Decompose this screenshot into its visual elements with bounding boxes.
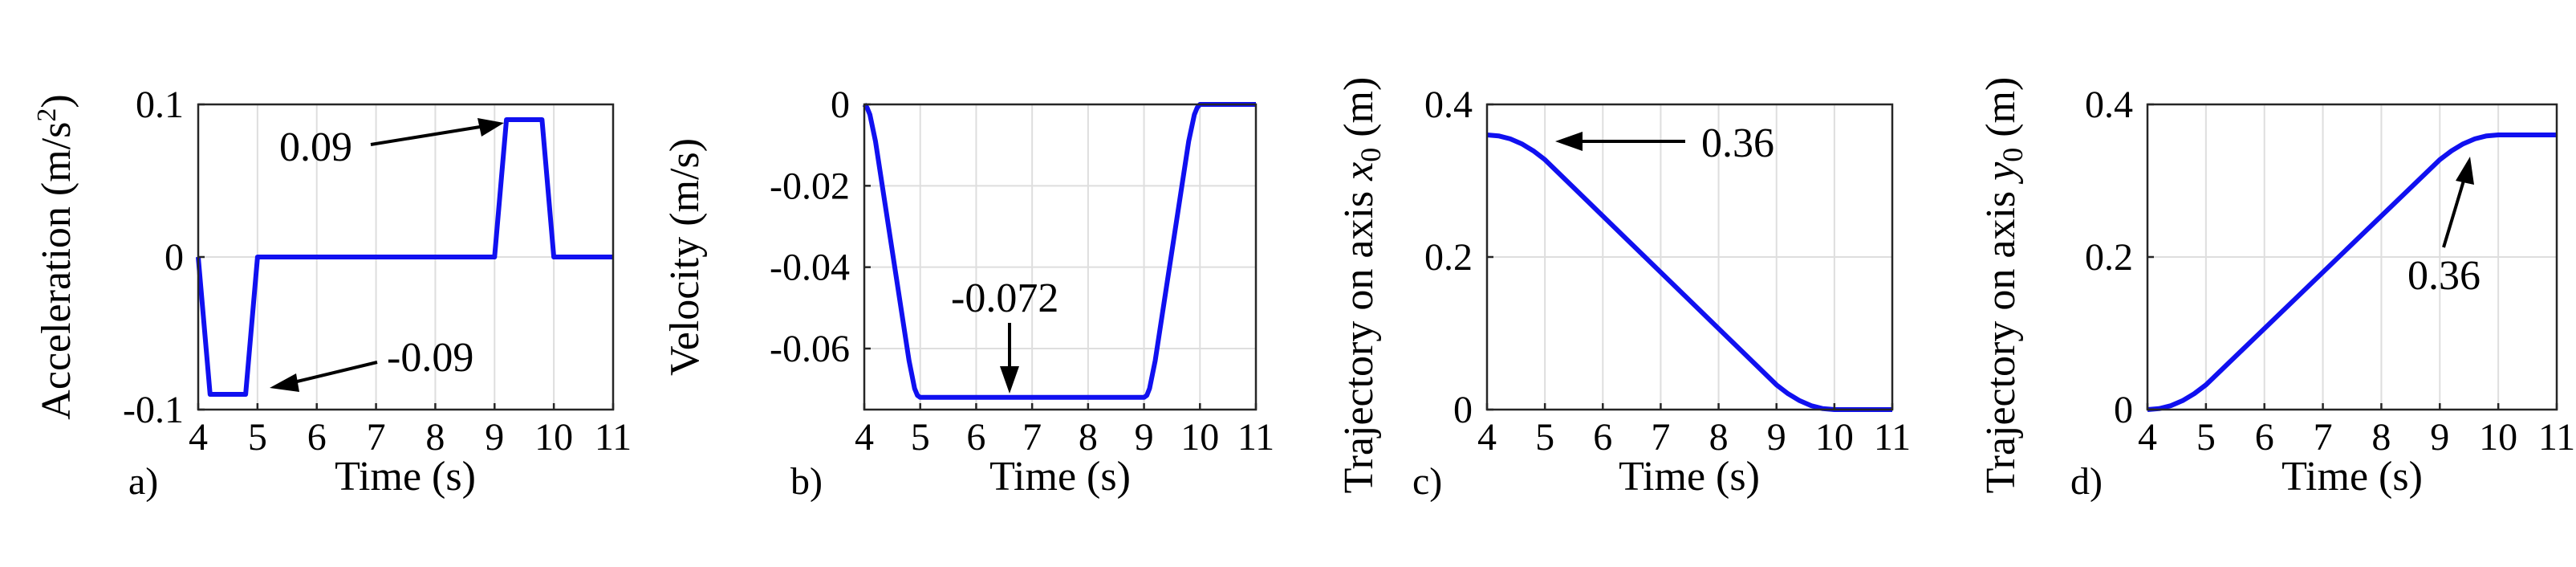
panel-a-xlabel: Time (s) [335,454,476,500]
panel-a-xticks: 4 5 6 7 8 9 10 11 [189,403,632,459]
panel-b-xtick-label: 6 [966,416,985,459]
panel-c-xtick-label: 4 [1477,416,1497,459]
panel-b-yticks: -0.06 -0.04 -0.02 0 [770,84,871,370]
panel-b-ytick-label: -0.02 [770,165,850,207]
panel-c-xtick-label: 10 [1815,416,1854,459]
panel-d-ytick-label: 0.4 [2085,84,2133,126]
panel-d-grid [2147,104,2558,410]
panel-c-annotation-arrowhead [1555,132,1583,151]
panel-d-xtick-label: 5 [2196,416,2216,459]
panel-b-xtick-label: 8 [1079,416,1098,459]
panel-c-xtick-label: 5 [1535,416,1554,459]
panel-a-annotation-min-arrow [293,361,378,384]
panel-c-grid [1486,104,1893,410]
panel-d-ylabel: Trajectory on axis y0 (m) [1978,77,2029,494]
panel-d-xtick-label: 10 [2479,416,2517,459]
panel-a-xtick-label: 10 [534,416,573,459]
panel-c-yticks: 0 0.2 0.4 [1424,84,1493,431]
panel-c-ytick-label: 0.4 [1424,84,1473,126]
panel-a-annotation-max-arrowhead [477,118,504,137]
panel-a-xtick-label: 5 [248,416,267,459]
panel-a-ytick-label: 0 [165,236,184,279]
panel-d-annotation: 0.36 [2407,253,2481,299]
panel-a-xtick-label: 8 [425,416,445,459]
panel-b-xtick-label: 9 [1135,416,1154,459]
panel-d-xticks: 4 5 6 7 8 9 10 11 [2138,403,2575,459]
panel-a-xtick-label: 11 [595,416,632,459]
panel-c-label: c) [1412,460,1442,503]
panel-d-trajectory-y-line [2147,133,2557,412]
panel-c-xlabel: Time (s) [1619,454,1760,500]
panel-d-yticks: 0 0.2 0.4 [2085,84,2154,431]
panel-b-xtick-label: 10 [1180,416,1219,459]
panel-a-acceleration-line [196,117,613,397]
panel-d-ytick-label: 0 [2114,389,2133,431]
panel-b-ytick-label: -0.06 [770,328,850,370]
panel-b-annotation-arrowhead [1000,366,1019,394]
panel-a-xtick-label: 7 [367,416,386,459]
panel-c-xtick-label: 6 [1593,416,1612,459]
panel-c-xtick-label: 9 [1767,416,1786,459]
panel-a-ylabel: Acceleration (m/s2) [32,94,79,419]
panel-c: 4 5 6 7 8 9 10 11 0 0.2 0.4 Time (s) Trajectory o… [1336,77,1911,503]
panel-b: 4 5 6 7 8 9 10 11 -0.06 -0.04 -0.02 0 Time (s) Vel… [662,84,1274,503]
panel-a-annotation-min-arrowhead [270,373,299,392]
panel-a-yticks: -0.1 0 0.1 [123,84,205,431]
panel-a-xtick-label: 9 [485,416,504,459]
panel-d-annotation-arrow [2442,180,2465,248]
panel-b-ytick-label: -0.04 [770,247,850,289]
panel-d-label: d) [2070,460,2103,503]
panel-b-xlabel: Time (s) [989,454,1131,500]
panel-c-xtick-label: 11 [1874,416,1911,459]
panel-b-velocity-line [862,102,1256,400]
panel-a-annotation-max-arrow [370,125,481,146]
panel-d-annotation-arrowhead [2456,157,2474,185]
panel-a-label: a) [128,460,158,503]
panel-c-ylabel: Trajectory on axis x0 (m) [1336,77,1387,494]
panel-d-xtick-label: 9 [2430,416,2449,459]
panel-d-xtick-label: 6 [2255,416,2274,459]
panel-c-annotation: 0.36 [1701,120,1774,166]
panel-a-annotation-max: 0.09 [279,124,352,170]
panel-d-xlabel: Time (s) [2281,454,2423,500]
panel-b-xticks: 4 5 6 7 8 9 10 11 [855,403,1274,459]
panel-a: 4 5 6 7 8 9 10 11 -0.1 0 0.1 Time (s) Acceleratio… [32,84,632,503]
panel-b-xtick-label: 4 [855,416,874,459]
panel-b-xtick-label: 7 [1022,416,1042,459]
panel-c-ytick-label: 0.2 [1424,236,1473,279]
panel-b-annotation: -0.072 [951,275,1058,321]
panel-b-axes-box [863,103,1258,411]
panel-b-xtick-label: 5 [911,416,930,459]
panel-b-grid [863,104,1257,410]
panel-a-xtick-label: 6 [307,416,327,459]
panel-a-ytick-label: -0.1 [123,389,184,431]
panel-c-xtick-label: 8 [1709,416,1729,459]
panel-d-xtick-label: 7 [2314,416,2333,459]
panel-b-label: b) [790,460,823,503]
panel-d-xtick-label: 4 [2138,416,2157,459]
panel-c-xticks: 4 5 6 7 8 9 10 11 [1477,403,1911,459]
panel-a-annotation-min: -0.09 [387,335,473,381]
panel-a-ytick-label: 0.1 [136,84,184,126]
panel-c-xtick-label: 7 [1651,416,1670,459]
panel-d: 4 5 6 7 8 9 10 11 0 0.2 0.4 Time (s) Trajectory o… [1978,77,2575,503]
panel-b-ylabel: Velocity (m/s) [662,138,708,376]
panel-a-xtick-label: 4 [189,416,208,459]
panel-d-ytick-label: 0.2 [2085,236,2133,279]
panel-b-ytick-label: 0 [831,84,850,126]
panel-c-trajectory-x-line [1486,133,1892,412]
panel-c-ytick-label: 0 [1453,389,1473,431]
panel-b-xtick-label: 11 [1237,416,1274,459]
panel-d-xtick-label: 8 [2371,416,2391,459]
panel-d-xtick-label: 11 [2538,416,2575,459]
